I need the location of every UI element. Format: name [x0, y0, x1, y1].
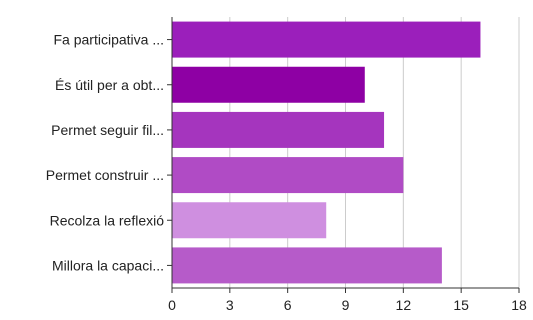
bar	[172, 21, 481, 58]
axes	[167, 17, 520, 293]
bars	[172, 21, 481, 284]
grid-lines	[229, 17, 520, 288]
x-tick-label: 15	[453, 297, 469, 313]
bar	[172, 157, 404, 194]
bar	[172, 202, 327, 239]
x-tick-label: 12	[396, 297, 412, 313]
x-tick-label: 9	[342, 297, 350, 313]
category-labels: Fa participativa ... És útil per a obt...…	[46, 32, 164, 274]
bar	[172, 66, 365, 103]
x-tick-labels: 0 3 6 9 12 15 18	[168, 297, 527, 313]
category-label: Fa participativa ...	[54, 32, 165, 48]
category-label: Permet construir ...	[46, 167, 164, 183]
x-tick-label: 0	[168, 297, 176, 313]
bar	[172, 247, 442, 284]
category-label: Recolza la reflexió	[50, 212, 165, 228]
x-tick-label: 18	[511, 297, 527, 313]
bar	[172, 111, 385, 148]
category-label: És útil per a obt...	[55, 77, 164, 93]
x-tick-label: 6	[284, 297, 292, 313]
category-label: Permet seguir fil...	[51, 122, 164, 138]
x-tick-label: 3	[226, 297, 234, 313]
category-label: Millora la capaci...	[52, 257, 164, 273]
